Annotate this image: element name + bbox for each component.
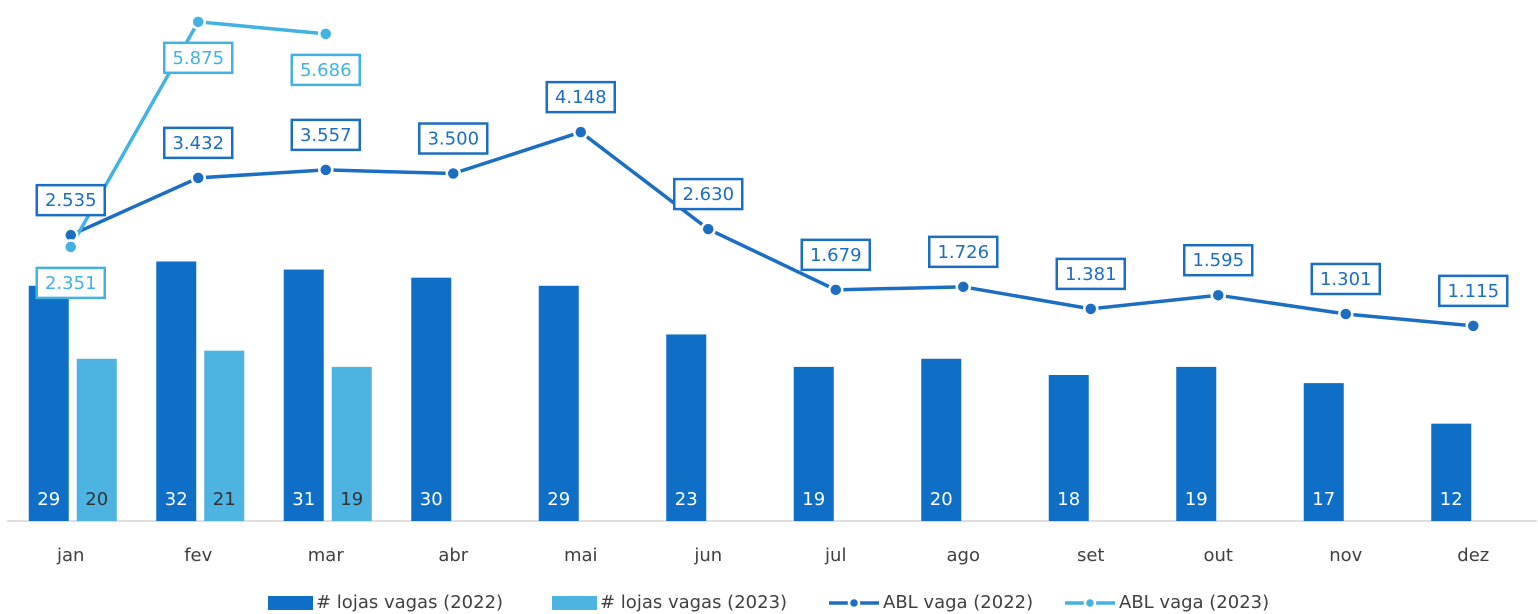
bar bbox=[156, 261, 196, 521]
legend-label: ABL vaga (2022) bbox=[883, 592, 1033, 613]
x-tick-label: set bbox=[1077, 545, 1105, 566]
bar-value-label: 32 bbox=[165, 489, 188, 510]
legend-marker bbox=[849, 598, 859, 608]
bar bbox=[411, 278, 451, 521]
line-marker bbox=[1339, 307, 1352, 320]
line-marker bbox=[447, 167, 460, 180]
x-tick-label: dez bbox=[1457, 545, 1489, 566]
line-marker bbox=[64, 240, 77, 253]
line-marker bbox=[574, 126, 587, 139]
legend-label: # lojas vagas (2022) bbox=[316, 592, 503, 613]
line-marker bbox=[192, 15, 205, 28]
line-marker bbox=[957, 280, 970, 293]
x-tick-label: ago bbox=[947, 545, 980, 566]
bar-value-label: 17 bbox=[1312, 489, 1335, 510]
line-marker bbox=[1212, 289, 1225, 302]
bar-value-label: 29 bbox=[547, 489, 570, 510]
chart: jan fev mar abr mai jun jul ago set out nov dez 29 32… bbox=[0, 0, 1538, 614]
bar-value-label: 31 bbox=[292, 489, 315, 510]
line-marker bbox=[1467, 319, 1480, 332]
line-marker bbox=[829, 283, 842, 296]
bar-value-label: 21 bbox=[213, 489, 236, 510]
bar-value-label: 23 bbox=[675, 489, 698, 510]
line-value-label: 1.595 bbox=[1192, 250, 1244, 271]
line bbox=[71, 132, 1474, 326]
x-tick-label: mar bbox=[308, 545, 345, 566]
bar-value-label: 20 bbox=[930, 489, 953, 510]
line-value-label: 3.557 bbox=[300, 125, 352, 146]
legend-marker bbox=[1085, 598, 1095, 608]
x-tick-label: abr bbox=[438, 545, 468, 566]
line-marker bbox=[319, 163, 332, 176]
line-value-label: 5.686 bbox=[300, 60, 352, 81]
line-marker bbox=[702, 223, 715, 236]
bar-value-label: 30 bbox=[420, 489, 443, 510]
x-tick-label: jun bbox=[693, 545, 722, 566]
line-value-label: 1.679 bbox=[810, 245, 862, 266]
legend-label: # lojas vagas (2023) bbox=[600, 592, 787, 613]
bar-value-label: 19 bbox=[1185, 489, 1208, 510]
legend-label: ABL vaga (2023) bbox=[1119, 592, 1269, 613]
line-value-label: 2.630 bbox=[682, 184, 734, 205]
line-value-label: 2.351 bbox=[45, 273, 97, 294]
line-marker bbox=[319, 27, 332, 40]
bar-value-label: 29 bbox=[37, 489, 60, 510]
line-value-label: 3.500 bbox=[427, 129, 479, 150]
bar-value-label: 20 bbox=[85, 489, 108, 510]
bar-value-label: 12 bbox=[1440, 489, 1463, 510]
line-value-label: 5.875 bbox=[172, 48, 224, 69]
bar-value-label: 19 bbox=[802, 489, 825, 510]
line-value-label: 4.148 bbox=[555, 87, 607, 108]
line-value-label: 1.381 bbox=[1065, 264, 1117, 285]
x-tick-label: mai bbox=[564, 545, 598, 566]
line-value-label: 2.535 bbox=[45, 190, 97, 211]
bar-value-label: 19 bbox=[340, 489, 363, 510]
line-marker bbox=[1084, 302, 1097, 315]
line-value-label: 1.726 bbox=[937, 242, 989, 263]
legend-swatch bbox=[268, 596, 313, 610]
line-marker bbox=[192, 171, 205, 184]
x-tick-label: nov bbox=[1329, 545, 1362, 566]
x-tick-label: jul bbox=[824, 545, 846, 566]
x-tick-label: out bbox=[1204, 545, 1233, 566]
line-value-label: 1.115 bbox=[1447, 281, 1499, 302]
x-tick-label: fev bbox=[184, 545, 212, 566]
bar bbox=[539, 286, 579, 521]
line-value-label: 1.301 bbox=[1320, 269, 1372, 290]
legend-swatch bbox=[552, 596, 597, 610]
bar bbox=[29, 286, 69, 521]
line-value-label: 3.432 bbox=[172, 133, 224, 154]
x-tick-label: jan bbox=[56, 545, 84, 566]
bar bbox=[284, 270, 324, 521]
bar-value-label: 18 bbox=[1057, 489, 1080, 510]
